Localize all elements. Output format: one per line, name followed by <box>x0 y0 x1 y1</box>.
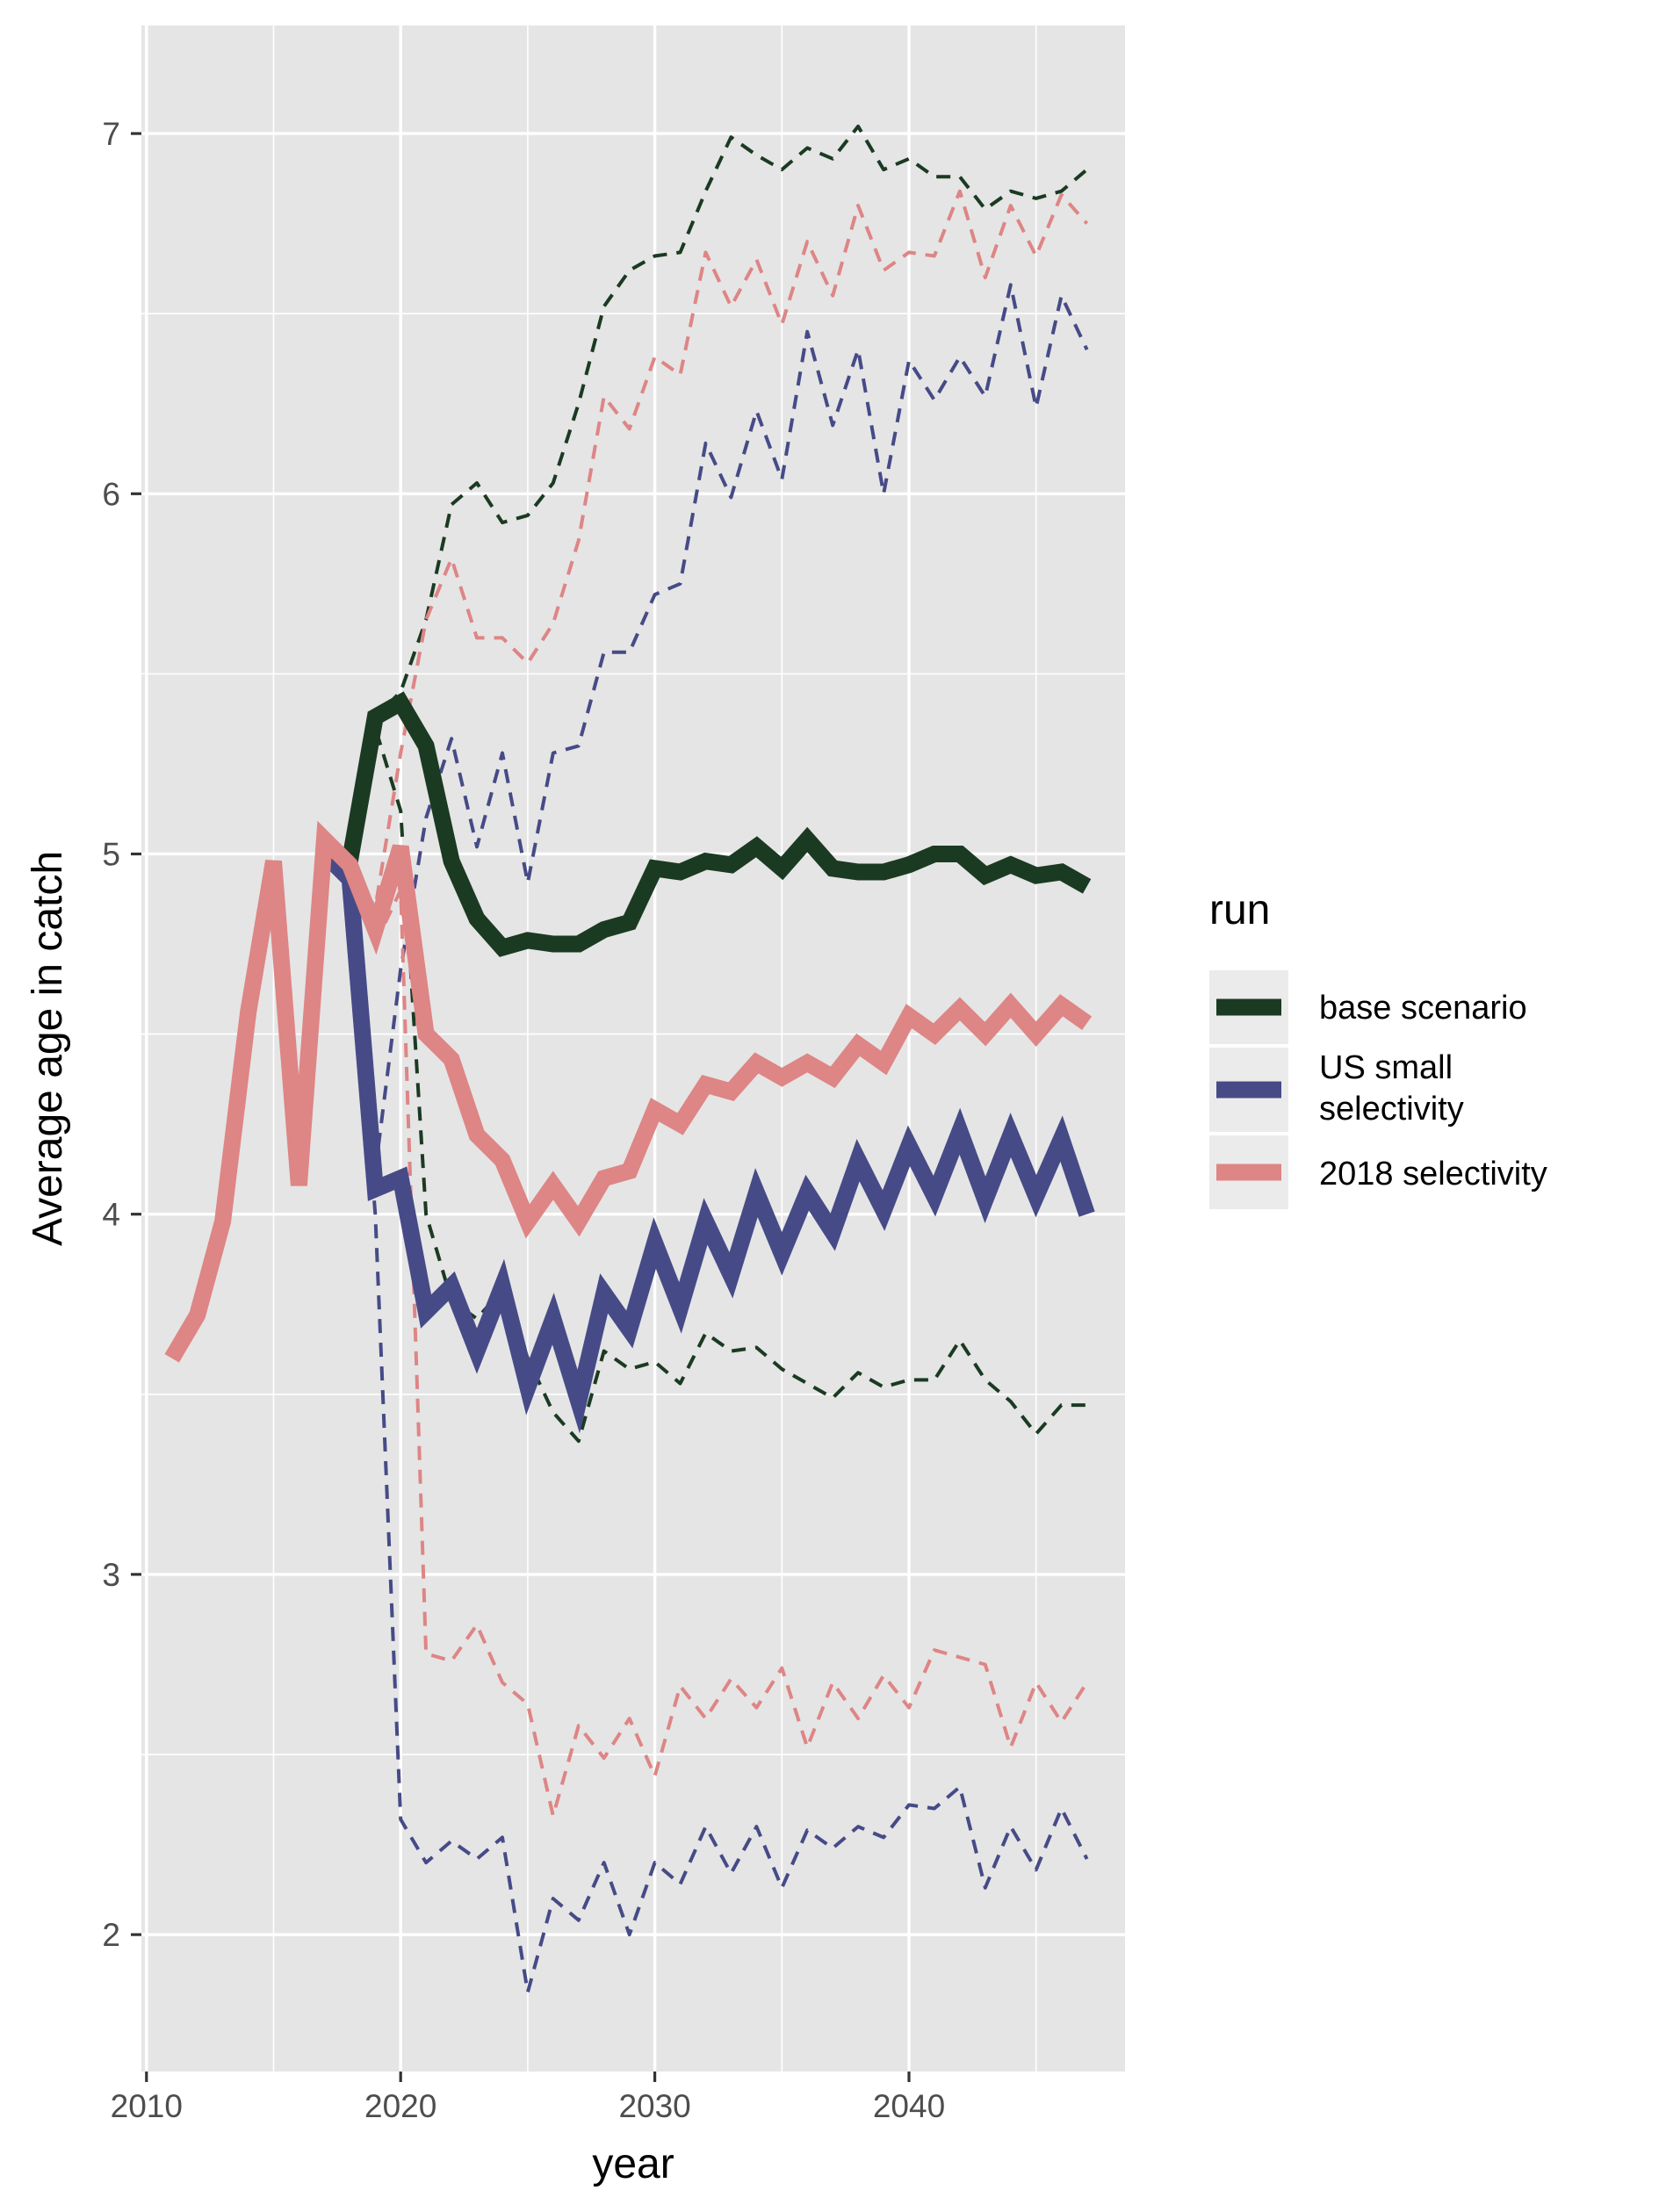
series-2-upper-dashed-line <box>322 189 1089 910</box>
legend: run base scenario US small selectivity 2018… <box>1209 887 1547 1209</box>
series-1-median-line <box>318 847 1095 1434</box>
y-tick-label: 7 <box>102 116 120 152</box>
x-tick-label: 2020 <box>364 2088 436 2124</box>
series-0-median-line <box>321 691 1092 957</box>
y-tick-label: 3 <box>102 1557 120 1593</box>
legend-entry-label-line: US small <box>1319 1049 1453 1086</box>
minor-gridlines <box>141 25 1125 2071</box>
legend-entry-label-line: selectivity <box>1319 1091 1464 1128</box>
series-2-lower-dashed-line <box>322 838 1089 1818</box>
series-2-median-line <box>164 820 1093 1363</box>
y-tick-label: 2 <box>102 1917 120 1953</box>
x-axis: 2010 2020 2030 2040 <box>111 2071 945 2124</box>
legend-entry-label: base scenario <box>1319 990 1527 1027</box>
y-axis: 2 3 4 5 6 7 <box>102 116 141 1953</box>
x-axis-title: year <box>592 2141 674 2187</box>
x-tick-label: 2040 <box>873 2088 945 2124</box>
legend-title: run <box>1209 887 1270 933</box>
y-tick-label: 6 <box>102 476 120 512</box>
x-tick-label: 2010 <box>111 2088 183 2124</box>
series-layer <box>164 124 1095 1994</box>
legend-entry-label: US small selectivity <box>1319 1049 1464 1128</box>
y-tick-label: 4 <box>102 1197 120 1233</box>
y-axis-title: Average age in catch <box>25 851 71 1246</box>
y-tick-label: 5 <box>102 836 120 872</box>
series-1-upper-dashed-line <box>323 283 1089 1173</box>
x-tick-label: 2030 <box>618 2088 690 2124</box>
legend-entry-label: 2018 selectivity <box>1319 1156 1547 1192</box>
